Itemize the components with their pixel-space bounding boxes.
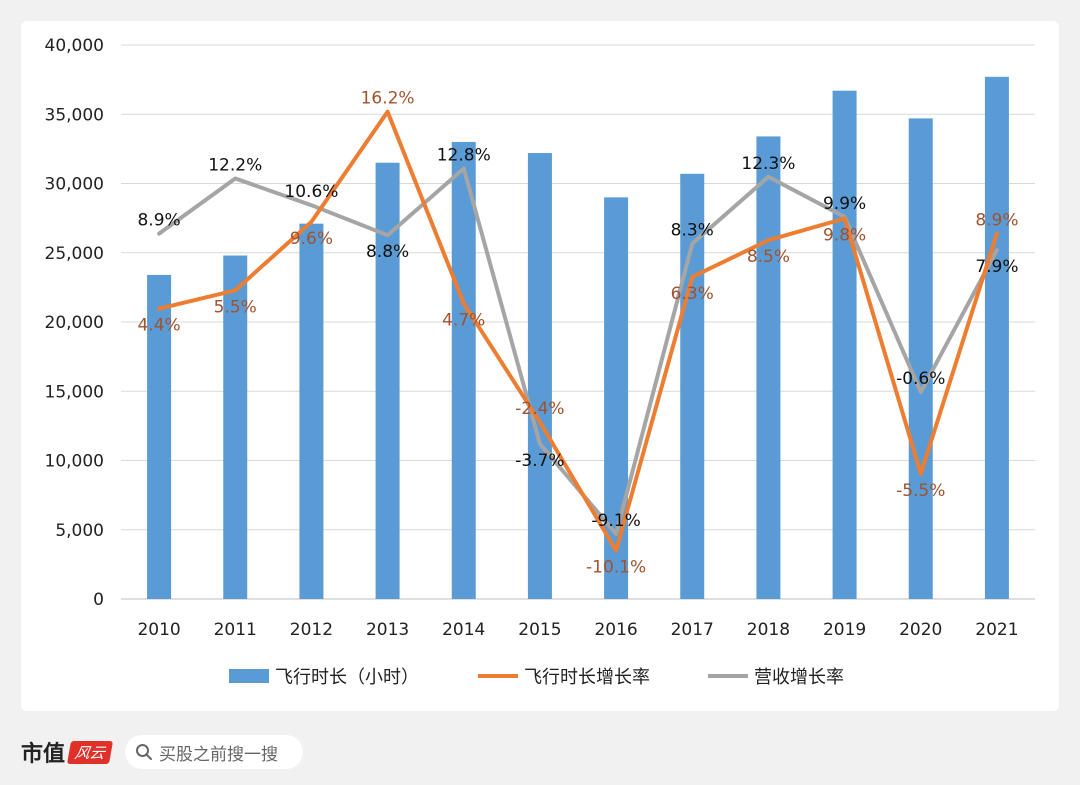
y-tick-label: 10,000 [45, 452, 104, 472]
x-tick-label: 2013 [366, 620, 409, 640]
data-label: -9.1% [591, 511, 640, 531]
data-label: 5.5% [214, 297, 257, 317]
x-tick-label: 2010 [137, 620, 180, 640]
data-label: 12.2% [208, 155, 262, 175]
x-tick-label: 2016 [594, 620, 637, 640]
bar [832, 90, 857, 599]
data-label: 9.8% [823, 226, 866, 246]
bar [299, 223, 324, 600]
data-label: -2.4% [515, 399, 564, 419]
legend-label: 飞行时长（小时） [275, 667, 419, 688]
brand-text: 市值 [21, 741, 66, 767]
x-tick-label: 2014 [442, 620, 485, 640]
y-tick-label: 25,000 [45, 244, 104, 264]
data-label: 6.3% [671, 284, 714, 304]
bar [223, 255, 248, 599]
bar [147, 274, 172, 599]
y-tick-label: 20,000 [45, 313, 104, 333]
legend-swatch [229, 669, 269, 683]
bar [756, 136, 781, 599]
data-label: 7.9% [975, 257, 1018, 277]
data-label: -3.7% [515, 451, 564, 471]
y-tick-label: 0 [93, 590, 104, 610]
brand-logo: 市值 风云 [21, 736, 114, 768]
data-label: 12.8% [437, 145, 491, 165]
bar [451, 141, 476, 599]
data-label: 16.2% [361, 89, 415, 109]
bar [527, 153, 552, 599]
x-tick-label: 2012 [290, 620, 333, 640]
data-label: -0.6% [896, 369, 945, 389]
series-line [157, 109, 999, 553]
data-label: 8.8% [366, 242, 409, 262]
y-tick-label: 15,000 [45, 382, 104, 402]
series-line [157, 166, 999, 536]
brand-mark: 风云 [66, 740, 114, 764]
x-tick-label: 2015 [518, 620, 561, 640]
data-label: 8.5% [747, 247, 790, 267]
search-placeholder: 买股之前搜一搜 [159, 744, 279, 765]
x-tick-label: 2011 [214, 620, 257, 640]
y-tick-label: 35,000 [45, 105, 104, 125]
combo-chart: 0 5,000 10,000 15,000 20,000 25,000 30,000 35,0… [45, 36, 1035, 688]
x-tick-label: 2020 [899, 620, 942, 640]
x-tick-label: 2018 [747, 620, 790, 640]
data-label: -5.5% [896, 481, 945, 501]
y-tick-label: 30,000 [45, 175, 104, 195]
x-tick-label: 2019 [823, 620, 866, 640]
footer-bar: 市值 风云 买股之前搜一搜 [21, 730, 621, 774]
bar [908, 118, 933, 599]
chart-card: 0 5,000 10,000 15,000 20,000 25,000 30,000 35,0… [21, 21, 1059, 711]
data-label: 12.3% [741, 154, 795, 174]
data-label: -10.1% [586, 558, 646, 578]
data-label: 8.3% [671, 221, 714, 241]
search-box[interactable]: 买股之前搜一搜 [125, 735, 304, 769]
x-tick-label: 2017 [671, 620, 714, 640]
x-tick-label: 2021 [975, 620, 1018, 640]
legend-label: 飞行时长增长率 [524, 667, 650, 688]
data-label: 4.7% [442, 311, 485, 331]
data-label: 10.6% [284, 182, 338, 202]
data-label: 8.9% [975, 211, 1018, 231]
y-tick-label: 5,000 [55, 521, 104, 541]
data-label: 9.9% [823, 194, 866, 214]
data-label: 4.4% [137, 316, 180, 336]
search-icon [136, 744, 153, 760]
legend-label: 营收增长率 [754, 667, 844, 688]
data-label: 9.6% [290, 229, 333, 249]
bar [984, 76, 1009, 600]
y-tick-label: 40,000 [45, 36, 104, 56]
data-label: 8.9% [137, 211, 180, 231]
